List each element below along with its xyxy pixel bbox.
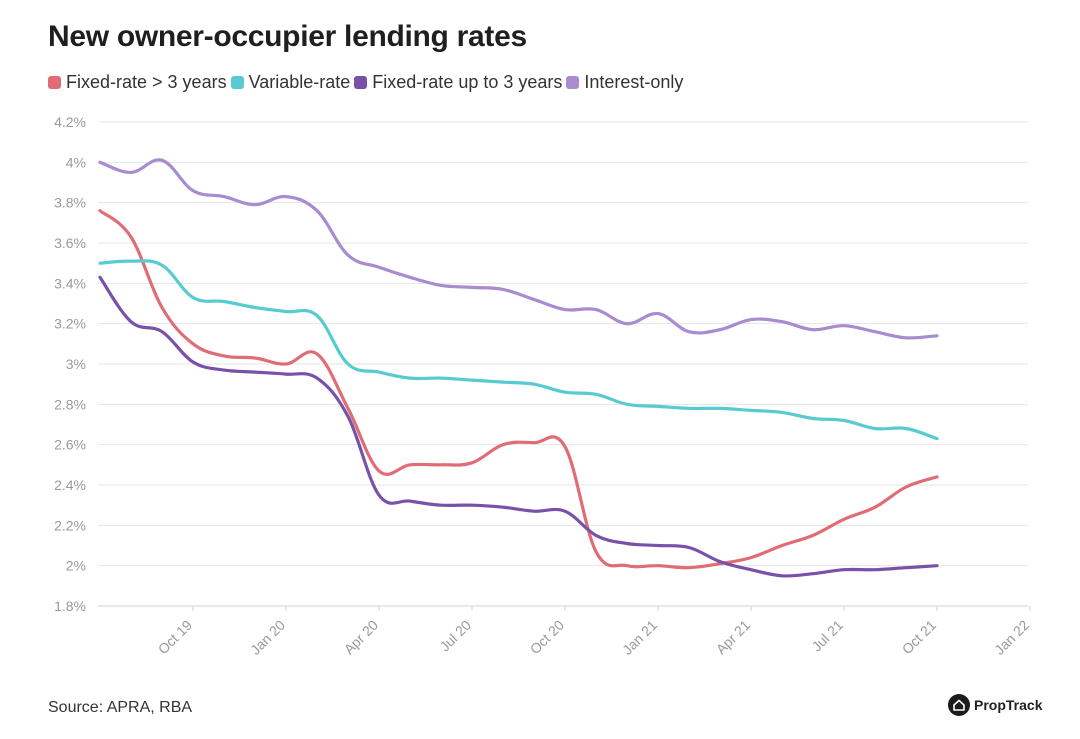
legend-item-variable: Variable-rate (230, 72, 351, 93)
brand-name: PropTrack (974, 697, 1043, 713)
y-tick-label: 2.8% (54, 396, 86, 412)
chart-title: New owner-occupier lending rates (48, 20, 527, 53)
y-tick-label: 3.6% (54, 235, 86, 251)
brand-logo: PropTrack (948, 694, 1042, 716)
source-note: Source: APRA, RBA (48, 699, 193, 716)
y-tick-label: 2.6% (54, 437, 86, 453)
legend-swatch (566, 76, 580, 89)
series-line-3 (98, 158, 939, 340)
y-tick-label: 2.2% (54, 517, 86, 533)
y-tick-label: 3% (66, 356, 86, 372)
y-tick-label: 4% (66, 154, 86, 170)
y-tick-label: 4.2% (54, 114, 86, 130)
legend-item-fixed-over-3: Fixed-rate > 3 years (48, 72, 227, 93)
series-line-2 (98, 275, 939, 578)
x-tick-label: Apr 21 (713, 617, 754, 658)
x-tick-label: Oct 20 (527, 617, 568, 658)
legend-label: Interest-only (584, 72, 684, 92)
x-tick-label: Oct 21 (899, 617, 940, 658)
x-tick-label: Apr 20 (341, 617, 382, 658)
legend: Fixed-rate > 3 years Variable-rate Fixed… (48, 72, 687, 93)
series-line-0 (98, 209, 939, 570)
series-line-1 (98, 259, 939, 441)
legend-swatch (354, 76, 368, 89)
y-tick-label: 2% (66, 558, 86, 574)
legend-label: Fixed-rate up to 3 years (372, 72, 563, 92)
y-tick-label: 3.2% (54, 316, 86, 332)
y-tick-label: 3.8% (54, 195, 86, 211)
legend-label: Fixed-rate > 3 years (66, 72, 227, 92)
legend-label: Variable-rate (248, 72, 351, 92)
legend-swatch (230, 76, 244, 89)
legend-item-fixed-up-to-3: Fixed-rate up to 3 years (354, 72, 562, 93)
y-tick-label: 3.4% (54, 275, 86, 291)
y-tick-label: 1.8% (54, 598, 86, 614)
x-tick-label: Jan 21 (619, 617, 660, 658)
x-tick-label: Jan 20 (247, 617, 288, 658)
x-tick-label: Jan 22 (991, 617, 1032, 658)
house-icon (948, 694, 970, 716)
legend-item-interest-only: Interest-only (566, 72, 683, 93)
legend-swatch (48, 76, 61, 89)
x-tick-label: Oct 19 (155, 617, 196, 658)
y-tick-label: 2.4% (54, 477, 86, 493)
x-tick-label: Jul 21 (808, 617, 846, 655)
x-tick-label: Jul 20 (436, 617, 474, 655)
